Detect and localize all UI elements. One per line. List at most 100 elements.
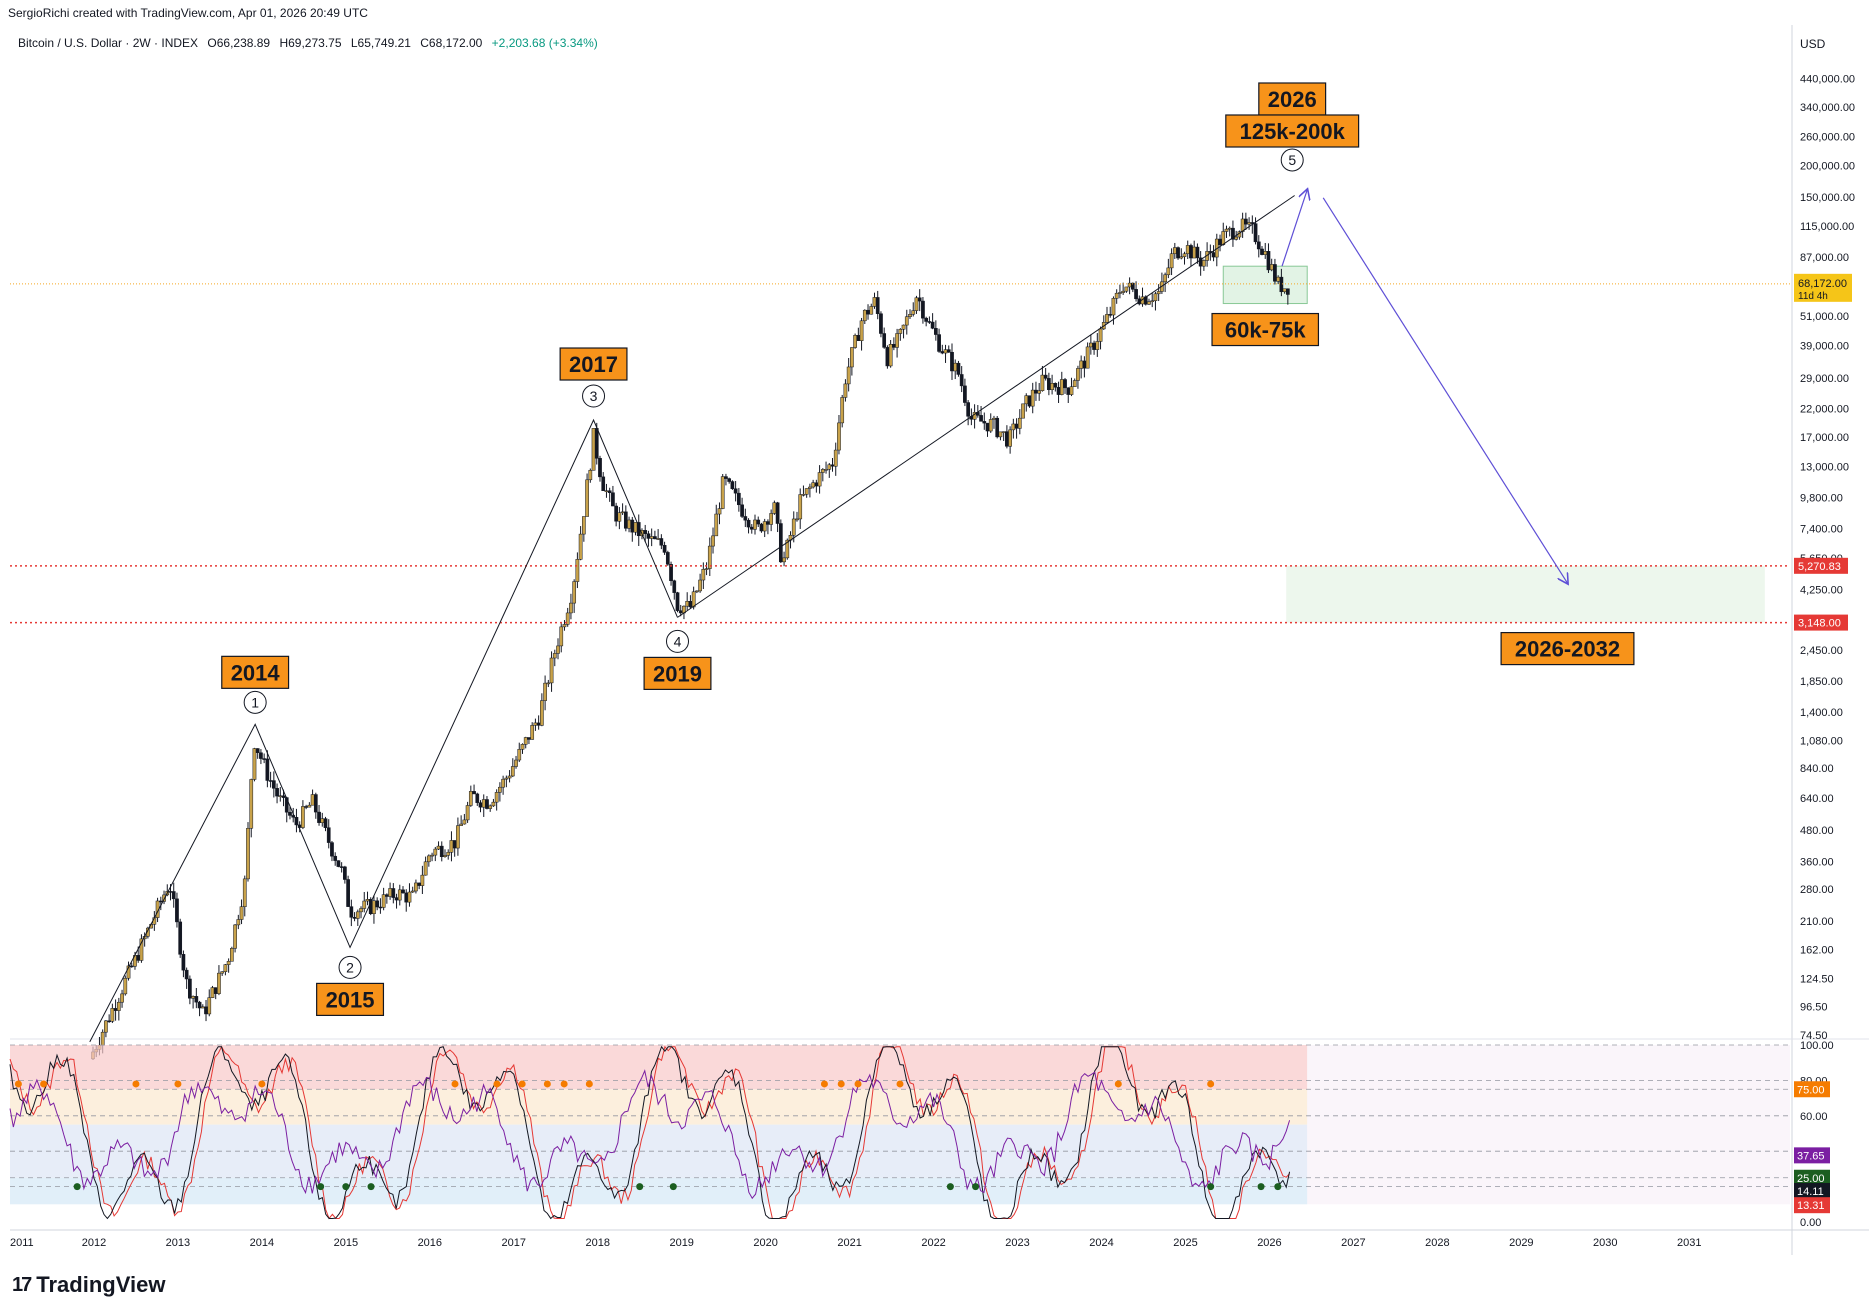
candle xyxy=(1053,382,1058,392)
candle xyxy=(737,487,741,512)
candle xyxy=(791,511,796,543)
candle xyxy=(1105,306,1109,324)
candle-body xyxy=(323,818,328,828)
candle xyxy=(407,883,412,907)
candle xyxy=(1001,431,1006,442)
time-tick-label: 2031 xyxy=(1677,1237,1701,1249)
candle xyxy=(210,985,215,999)
candle xyxy=(220,971,225,976)
candle xyxy=(717,502,722,525)
candle xyxy=(656,529,660,541)
candle-body xyxy=(1276,276,1281,282)
candle-body xyxy=(1059,379,1064,395)
candle-body xyxy=(656,538,660,540)
currency-label: USD xyxy=(1800,37,1826,51)
candle-body xyxy=(226,961,231,965)
oversold-dot xyxy=(669,1183,677,1191)
wave-label-2019: 2019 xyxy=(643,656,712,690)
candle xyxy=(485,796,489,810)
candle xyxy=(475,792,480,806)
candle xyxy=(1092,340,1096,355)
candle xyxy=(1273,258,1277,285)
candle xyxy=(110,1003,115,1024)
candle-body xyxy=(950,351,954,372)
wave-label-2019-box xyxy=(643,656,712,690)
candle-body xyxy=(840,397,845,424)
candle xyxy=(449,831,454,862)
candle-body xyxy=(520,744,525,750)
candle xyxy=(1269,258,1274,272)
candle-body xyxy=(565,612,570,625)
osc-tick-label: 0.00 xyxy=(1800,1217,1821,1229)
candle-body xyxy=(1030,389,1035,407)
candle-body xyxy=(724,476,728,479)
candle xyxy=(494,789,499,811)
candle-body xyxy=(643,530,648,534)
candle-body xyxy=(110,1008,115,1022)
candle-body xyxy=(798,494,803,520)
candle xyxy=(1063,377,1067,394)
time-tick-label: 2026 xyxy=(1257,1237,1281,1249)
time-tick-label: 2014 xyxy=(250,1237,274,1249)
candle xyxy=(1024,393,1029,412)
candle xyxy=(349,899,354,927)
symbol-name[interactable]: Bitcoin / U.S. Dollar · 2W · INDEX xyxy=(18,36,199,50)
candle-body xyxy=(420,874,425,886)
candle xyxy=(262,753,266,764)
candle xyxy=(317,804,321,826)
candle-body xyxy=(449,840,454,853)
candle xyxy=(278,787,283,802)
brand[interactable]: 17 TradingView xyxy=(12,1272,165,1298)
price-tick-label: 51,000.00 xyxy=(1800,311,1849,323)
candle-body xyxy=(1266,251,1271,271)
candle xyxy=(465,801,470,823)
candle-body xyxy=(1247,222,1251,225)
candle xyxy=(339,862,344,873)
candle-body xyxy=(233,924,237,949)
candle xyxy=(930,313,935,330)
wave-label-2014-text: 2014 xyxy=(231,660,281,685)
ohlc-open: O66,238.89 xyxy=(207,36,271,50)
osc-level-badge-label-1: 75.00 xyxy=(1797,1084,1825,1096)
oversold-dot xyxy=(73,1183,81,1191)
price-tick-label: 2,450.00 xyxy=(1800,645,1843,657)
candle xyxy=(1163,272,1167,293)
candle-body xyxy=(1279,276,1284,293)
candle xyxy=(1043,367,1048,381)
candle-body xyxy=(1147,301,1151,305)
overbought-dot xyxy=(518,1080,526,1088)
candle-body xyxy=(1040,374,1045,391)
candle-body xyxy=(804,488,809,495)
candle-body xyxy=(811,482,815,488)
candle-body xyxy=(436,845,441,850)
candle-body xyxy=(901,324,906,330)
candle xyxy=(352,912,357,922)
candle xyxy=(188,975,192,1005)
candle xyxy=(959,366,964,393)
overbought-dot xyxy=(837,1080,845,1088)
candle xyxy=(746,518,751,534)
wave-label-2017: 2017 xyxy=(559,347,628,381)
candle-body xyxy=(407,891,412,903)
candle xyxy=(1231,220,1235,247)
candle xyxy=(933,320,938,341)
time-tick-label: 2023 xyxy=(1005,1237,1029,1249)
candle-body xyxy=(158,900,163,903)
candle xyxy=(417,882,422,890)
candle xyxy=(271,771,276,798)
candle xyxy=(598,455,602,482)
candle-body xyxy=(672,580,677,593)
candle-body xyxy=(239,906,244,920)
candle-body xyxy=(1076,368,1080,381)
candle xyxy=(446,849,451,860)
candle xyxy=(714,504,719,537)
candle xyxy=(649,528,654,547)
overbought-dot xyxy=(174,1080,182,1088)
candle xyxy=(498,782,502,802)
candle xyxy=(811,479,815,489)
candle-body xyxy=(1195,246,1200,259)
candle-body xyxy=(675,592,680,611)
candle xyxy=(817,465,822,494)
candle xyxy=(239,899,244,925)
